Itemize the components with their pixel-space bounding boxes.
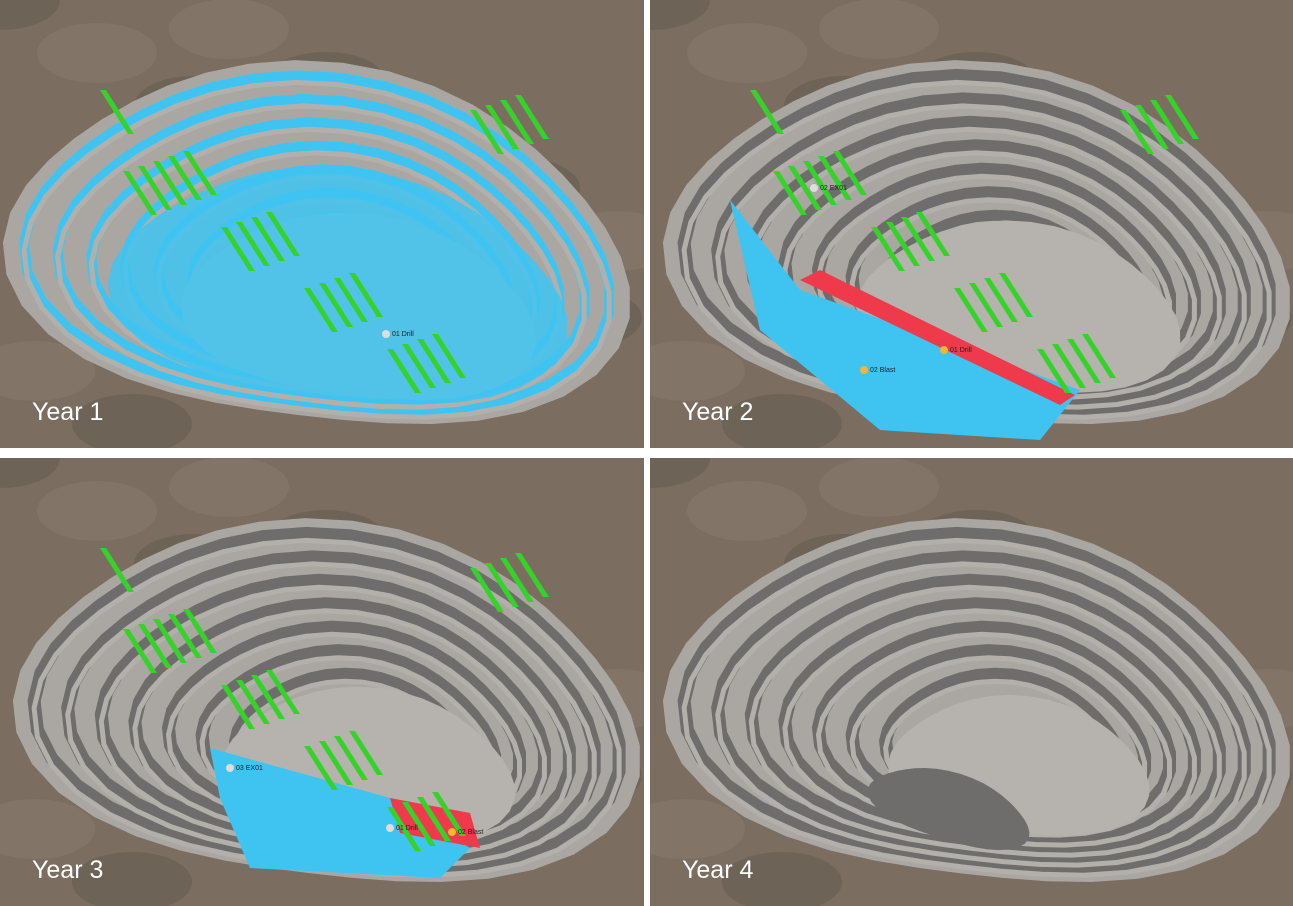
equipment-tag: 01 Drill <box>396 825 418 832</box>
terrain-patch <box>169 458 289 517</box>
equipment-tag: 01 Drill <box>392 331 414 338</box>
equipment-icon <box>810 184 818 192</box>
panel-image: Year 4 <box>650 458 1293 906</box>
equipment-icon <box>860 366 868 374</box>
panel: 03 EX01 01 Drill 02 Blast Year 3 <box>0 458 644 906</box>
terrain-patch <box>687 23 807 83</box>
panel: 02 EX01 02 Blast 01 Drill Year 2 <box>650 0 1293 448</box>
equipment-icon <box>940 346 948 354</box>
equipment-icon <box>226 764 234 772</box>
image-grid: 01 Drill Year 1 02 EX01 02 Blast 01 Drill Yea… <box>0 0 1293 902</box>
equipment-tag: 02 EX01 <box>820 185 847 192</box>
terrain-patch <box>37 23 157 83</box>
equipment-tag: 03 EX01 <box>236 765 263 772</box>
equipment-tag: 02 Blast <box>870 367 895 374</box>
panel: 01 Drill Year 1 <box>0 0 644 448</box>
equipment-icon <box>448 828 456 836</box>
year-label: Year 1 <box>32 398 103 426</box>
equipment-icon <box>382 330 390 338</box>
year-label: Year 4 <box>682 856 753 884</box>
panel-image: 02 EX01 02 Blast 01 Drill Year 2 <box>650 0 1293 448</box>
terrain-patch <box>687 481 807 541</box>
terrain-patch <box>819 458 939 517</box>
equipment-tag: 01 Drill <box>950 347 972 354</box>
terrain-patch <box>37 481 157 541</box>
equipment-icon <box>386 824 394 832</box>
panel-image: 03 EX01 01 Drill 02 Blast Year 3 <box>0 458 644 906</box>
panel-image: 01 Drill Year 1 <box>0 0 644 448</box>
equipment-tag: 02 Blast <box>458 829 483 836</box>
terrain-patch <box>819 0 939 59</box>
terrain-patch <box>169 0 289 59</box>
year-label: Year 2 <box>682 398 753 426</box>
year-label: Year 3 <box>32 856 103 884</box>
panel: Year 4 <box>650 458 1293 906</box>
